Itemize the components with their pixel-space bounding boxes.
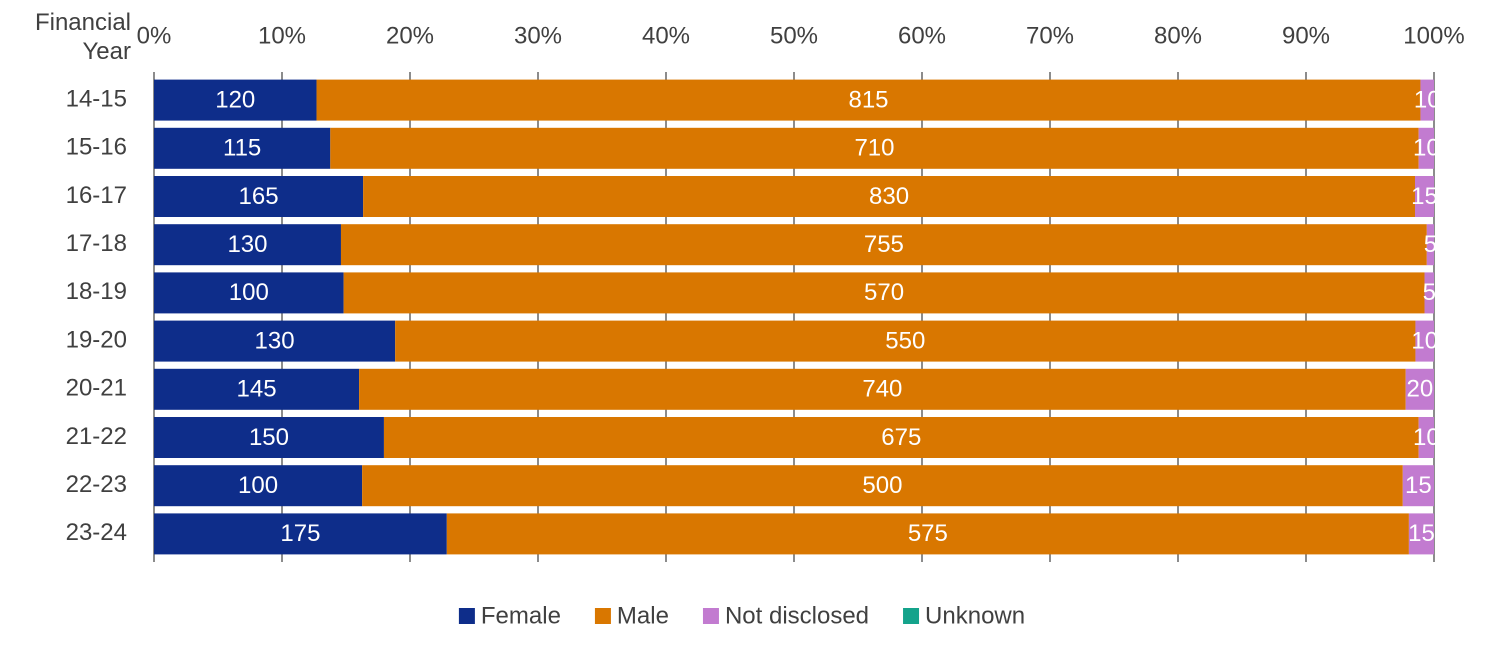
data-label: 175	[280, 520, 320, 547]
legend-swatch	[594, 608, 611, 624]
data-label: 165	[239, 183, 279, 210]
bar-segment	[1415, 320, 1434, 362]
bar-segment	[1424, 272, 1434, 314]
y-tick-label: 20-21	[66, 375, 127, 402]
y-axis-title: Financial Year	[34, 9, 131, 65]
legend-swatch	[702, 608, 719, 624]
bar-segment	[446, 513, 1409, 555]
bar-segment	[340, 224, 1427, 266]
data-label: 130	[255, 327, 295, 354]
bar-segment	[154, 513, 447, 555]
bar-segment	[1402, 465, 1434, 507]
data-label: 10	[1414, 86, 1441, 113]
data-label: 145	[237, 376, 277, 403]
data-label: 115	[223, 135, 261, 162]
data-label: 710	[854, 135, 894, 162]
x-tick-label: 20%	[386, 22, 434, 49]
y-tick-label: 14-15	[66, 85, 127, 112]
bar-segment	[1405, 368, 1434, 410]
bar-segment	[1420, 79, 1434, 121]
data-label: 570	[864, 279, 904, 306]
bar-segment	[154, 320, 396, 362]
bar-segment	[1414, 176, 1434, 217]
x-tick-label: 40%	[642, 22, 690, 49]
bar-segment	[154, 417, 384, 458]
bar-segment	[154, 127, 331, 169]
data-label: 5	[1423, 279, 1436, 306]
bar-segment	[1418, 127, 1434, 169]
x-tick-label: 0%	[137, 22, 172, 49]
y-tick-label: 16-17	[66, 182, 127, 209]
legend-label: Female	[481, 602, 561, 629]
y-tick-label: 22-23	[66, 471, 127, 498]
x-tick-label: 70%	[1026, 22, 1074, 49]
data-label: 10	[1413, 424, 1440, 451]
y-tick-label: 21-22	[66, 423, 127, 450]
x-tick-label: 10%	[258, 22, 306, 49]
bar-segment	[363, 176, 1415, 217]
bar-segment	[154, 272, 344, 314]
data-label: 10	[1413, 135, 1440, 162]
data-label: 675	[881, 424, 921, 451]
bar-segment	[154, 465, 363, 507]
data-label: 15	[1408, 520, 1435, 547]
data-label: 5	[1424, 231, 1437, 258]
bar-segment	[154, 368, 360, 410]
data-label: 830	[869, 183, 909, 210]
x-tick-label: 90%	[1282, 22, 1330, 49]
bar-segment	[1426, 224, 1434, 266]
bar-segment	[383, 417, 1419, 458]
bar-segment	[1408, 513, 1434, 555]
data-label: 10	[1411, 327, 1438, 354]
x-tick-label: 30%	[514, 22, 562, 49]
data-label: 575	[908, 520, 948, 547]
data-label: 815	[848, 86, 888, 113]
data-label: 150	[249, 424, 289, 451]
x-tick-label: 50%	[770, 22, 818, 49]
data-label: 20	[1407, 376, 1434, 403]
data-label: 15	[1411, 183, 1438, 210]
y-tick-label: 23-24	[66, 519, 127, 546]
legend-label: Unknown	[925, 602, 1025, 629]
bar-segment	[362, 465, 1403, 507]
y-tick-label: 19-20	[66, 326, 127, 353]
bar-segment	[330, 127, 1419, 169]
bar-segment	[154, 176, 364, 217]
y-tick-label: 18-19	[66, 278, 127, 305]
legend-swatch	[903, 608, 920, 624]
data-label: 15	[1405, 472, 1432, 499]
data-label: 755	[864, 231, 904, 258]
bar-segment	[395, 320, 1416, 362]
x-tick-label: 60%	[898, 22, 946, 49]
bar-segment	[359, 368, 1406, 410]
legend-label: Male	[617, 602, 669, 629]
x-tick-label: 80%	[1154, 22, 1202, 49]
bar-segment	[316, 79, 1421, 121]
y-tick-label: 17-18	[66, 230, 127, 257]
data-label: 130	[227, 231, 267, 258]
bar-segment	[343, 272, 1425, 314]
data-label: 550	[885, 327, 925, 354]
y-tick-label: 15-16	[66, 134, 127, 161]
data-label: 740	[862, 376, 902, 403]
data-label: 100	[229, 279, 269, 306]
legend: Female Male Not disclosed Unknown	[458, 602, 1025, 629]
data-label: 100	[238, 472, 278, 499]
legend-label: Not disclosed	[725, 602, 869, 629]
data-label: 120	[215, 86, 255, 113]
data-label: 500	[862, 472, 902, 499]
legend-swatch	[458, 608, 475, 624]
bars: 120 815 10 115 710 10 165 830 15 130 755 5 100 570 5 13…	[154, 79, 1441, 555]
bar-segment	[1418, 417, 1434, 458]
x-tick-label: 100%	[1403, 22, 1464, 49]
bar-segment	[154, 79, 317, 121]
bar-segment	[154, 224, 341, 266]
